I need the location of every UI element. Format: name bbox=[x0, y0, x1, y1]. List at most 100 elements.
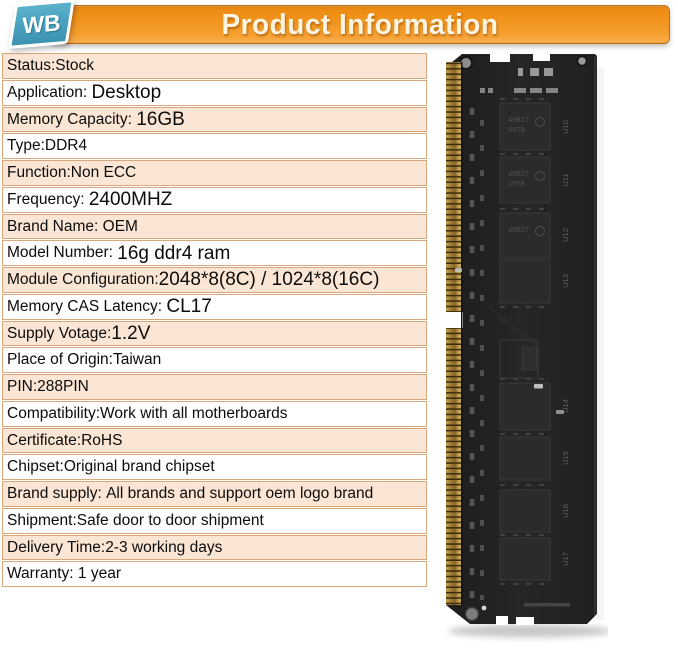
spec-row: Module Configuration: 2048*8(8C) / 1024*8… bbox=[2, 267, 427, 293]
spec-label: Delivery Time: bbox=[7, 538, 106, 556]
spec-row: Delivery Time: 2-3 working days bbox=[2, 534, 427, 561]
spec-row: Brand Name: OEM bbox=[2, 213, 427, 240]
spec-value: 2-3 working days bbox=[105, 538, 223, 556]
brand-logo: WB bbox=[8, 0, 75, 49]
chip-ref: U11 bbox=[561, 173, 570, 186]
smd-component bbox=[455, 268, 462, 272]
spec-row: Brand supply: All brands and support oem… bbox=[2, 481, 427, 507]
spec-label: Place of Origin: bbox=[7, 351, 113, 369]
photo-shadow bbox=[448, 624, 612, 638]
chip-ref: U12 bbox=[561, 228, 570, 242]
spec-row: Frequency: 2400MHZ bbox=[2, 186, 427, 213]
chip-ref: U10 bbox=[561, 120, 570, 134]
spec-label: Brand Name: bbox=[7, 217, 103, 235]
chip-ref: U13 bbox=[561, 274, 570, 288]
spec-label: Warranty: bbox=[7, 565, 78, 583]
spec-value: 2400MHZ bbox=[88, 189, 173, 211]
spec-label: Type: bbox=[7, 137, 45, 155]
memory-chips: 40B27 19TB 40B27 19TB 40B27 bbox=[499, 98, 551, 585]
spec-label: Shipment: bbox=[7, 511, 77, 529]
spec-value: Desktop bbox=[91, 82, 162, 104]
spec-value: RoHS bbox=[81, 431, 123, 449]
spec-value: 1.2V bbox=[111, 322, 151, 344]
page-title: Product Information bbox=[221, 8, 499, 40]
chip-logo-icon bbox=[535, 117, 545, 127]
header-banner: Product Information bbox=[50, 5, 670, 44]
chip-logo-icon bbox=[535, 226, 545, 236]
spec-row: Shipment: Safe door to door shipment bbox=[2, 507, 427, 534]
spec-label: Memory CAS Latency: bbox=[7, 297, 167, 315]
spec-row: Warranty: 1 year bbox=[2, 561, 427, 587]
spec-value: Stock bbox=[55, 57, 95, 75]
bottom-label-mark bbox=[524, 603, 570, 607]
spec-value: 1 year bbox=[77, 565, 122, 583]
chip-marking: 19TB bbox=[508, 127, 525, 135]
key-notch bbox=[442, 312, 463, 328]
spec-row: Compatibility: Work with all motherboards bbox=[2, 400, 427, 427]
board-pad bbox=[481, 605, 487, 611]
spec-value: All brands and support oem logo brand bbox=[106, 485, 374, 503]
spec-value: Taiwan bbox=[112, 351, 162, 369]
chip-marking: 40B27 bbox=[508, 227, 529, 235]
spec-value: Work with all motherboards bbox=[100, 404, 288, 422]
spec-row: Application: Desktop bbox=[2, 79, 427, 106]
ram-module-image: 40B27 19TB 40B27 19TB 40B27 U10 U11 bbox=[442, 53, 612, 638]
gold-pins bbox=[442, 62, 463, 605]
spec-value: OEM bbox=[102, 217, 138, 235]
spec-label: Certificate: bbox=[7, 431, 82, 449]
spec-row: Function: Non ECC bbox=[2, 160, 427, 186]
spec-value: 2048*8(8C) / 1024*8(16C) bbox=[158, 269, 380, 291]
spec-label: Application: bbox=[7, 83, 92, 101]
spec-label: Module Configuration: bbox=[7, 271, 159, 289]
spec-value: CL17 bbox=[166, 296, 212, 318]
smd-component bbox=[556, 410, 564, 414]
spec-label: Status: bbox=[7, 57, 56, 75]
spec-value: 16g ddr4 ram bbox=[117, 242, 231, 264]
spec-row: Supply Votage: 1.2V bbox=[2, 320, 427, 347]
spec-label: Supply Votage: bbox=[7, 324, 112, 342]
smd-component bbox=[534, 384, 543, 389]
photo-backdrop bbox=[596, 68, 604, 620]
spec-value: Safe door to door shipment bbox=[76, 511, 264, 529]
spec-row: Type: DDR4 bbox=[2, 133, 427, 159]
chip-marking: 19TB bbox=[508, 181, 525, 189]
silkscreen-top bbox=[480, 68, 558, 93]
spec-row: Status: Stock bbox=[2, 53, 427, 79]
brand-logo-text: WB bbox=[22, 8, 61, 39]
spec-label: Brand supply: bbox=[7, 485, 107, 503]
spec-value: Original brand chipset bbox=[63, 458, 215, 476]
chip-marking: 40B27 bbox=[508, 171, 529, 179]
spec-label: Model Number: bbox=[7, 244, 118, 262]
chip-marking: 40B27 bbox=[508, 117, 529, 125]
spec-value: Non ECC bbox=[70, 164, 137, 182]
board-hole bbox=[576, 55, 588, 67]
spec-label: Frequency: bbox=[7, 190, 89, 208]
spec-label: Function: bbox=[7, 164, 71, 182]
spec-value: 16GB bbox=[136, 108, 185, 130]
spec-row: Model Number: 16g ddr4 ram bbox=[2, 240, 427, 266]
spec-label: Chipset: bbox=[7, 458, 64, 476]
spec-label: Compatibility: bbox=[7, 404, 101, 422]
spec-row: Certificate: RoHS bbox=[2, 427, 427, 454]
chip-ref: U17 bbox=[561, 552, 570, 566]
chip-ref: U16 bbox=[561, 504, 570, 518]
silkscreen-marks bbox=[469, 108, 484, 600]
chip bbox=[499, 102, 551, 581]
spec-row: Chipset: Original brand chipset bbox=[2, 454, 427, 480]
spec-label: PIN: bbox=[7, 378, 38, 396]
chip-logo-icon bbox=[535, 171, 545, 181]
spd-area bbox=[455, 268, 564, 414]
board-hole bbox=[464, 606, 480, 622]
spec-row: Memory Capacity: 16GB bbox=[2, 106, 427, 133]
spec-row: Place of Origin: Taiwan bbox=[2, 347, 427, 373]
spec-table: Status: Stock Application: Desktop Memory C… bbox=[2, 53, 427, 587]
product-photo: 40B27 19TB 40B27 19TB 40B27 U10 U11 bbox=[438, 48, 612, 652]
spec-value: 288PIN bbox=[37, 378, 89, 396]
spec-row: Memory CAS Latency: CL17 bbox=[2, 293, 427, 320]
spec-label: Memory Capacity: bbox=[7, 110, 137, 128]
spec-row: PIN: 288PIN bbox=[2, 374, 427, 400]
chip-ref: U15 bbox=[561, 451, 570, 465]
chip-ref-labels: U10 U11 U12 U13 U14 U15 U16 U17 bbox=[561, 120, 570, 566]
spec-value: DDR4 bbox=[44, 137, 88, 155]
chip-ref: U14 bbox=[561, 399, 570, 413]
